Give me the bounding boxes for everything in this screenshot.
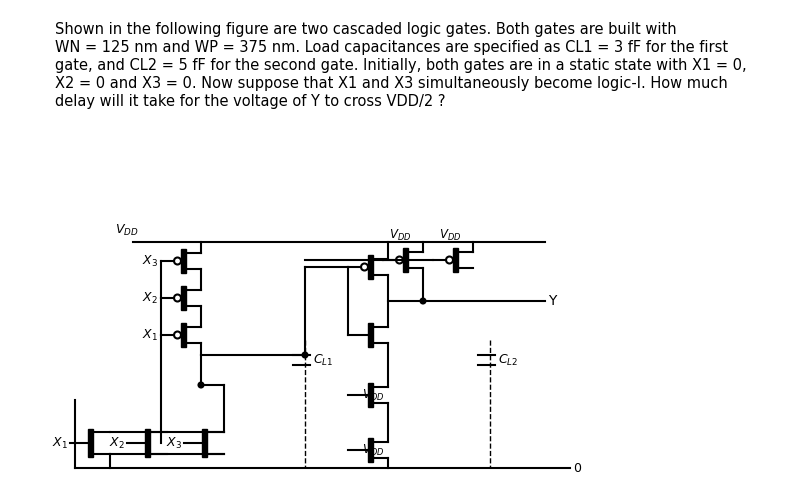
Bar [368,255,373,279]
Text: $X_1$: $X_1$ [143,327,158,343]
Text: 0: 0 [573,461,581,475]
Circle shape [420,298,425,304]
Bar [181,323,186,347]
Text: $X_3$: $X_3$ [142,253,158,269]
Bar [403,248,408,272]
Bar [181,249,186,273]
Text: Y: Y [548,294,556,308]
Text: delay will it take for the voltage of Y to cross VDD/2 ?: delay will it take for the voltage of Y … [55,94,446,109]
Text: $X_3$: $X_3$ [166,435,182,451]
Text: $V_{DD}$: $V_{DD}$ [115,223,139,238]
Bar [368,383,373,407]
Text: $V_{DD}$: $V_{DD}$ [362,388,384,402]
Text: WN = 125 nm and WP = 375 nm. Load capacitances are specified as CL1 = 3 fF for t: WN = 125 nm and WP = 375 nm. Load capaci… [55,40,728,55]
Text: $X_1$: $X_1$ [52,435,68,451]
Text: X2 = 0 and X3 = 0. Now suppose that X1 and X3 simultaneously become logic-I. How: X2 = 0 and X3 = 0. Now suppose that X1 a… [55,76,727,91]
Text: $C_{L2}$: $C_{L2}$ [498,352,518,368]
Bar [368,323,373,347]
Circle shape [198,382,203,388]
Bar [145,429,150,457]
Text: $V_{DD}$: $V_{DD}$ [439,228,461,243]
Text: gate, and CL2 = 5 fF for the second gate. Initially, both gates are in a static : gate, and CL2 = 5 fF for the second gate… [55,58,747,73]
Bar [368,438,373,462]
Text: $X_2$: $X_2$ [143,291,158,305]
Bar [88,429,93,457]
Text: $V_{DD}$: $V_{DD}$ [362,443,384,457]
Bar [202,429,207,457]
Text: Shown in the following figure are two cascaded logic gates. Both gates are built: Shown in the following figure are two ca… [55,22,676,37]
Circle shape [302,352,308,358]
Text: $X_2$: $X_2$ [109,435,125,451]
Bar [181,286,186,310]
Text: $V_{DD}$: $V_{DD}$ [389,228,411,243]
Bar [453,248,458,272]
Text: $C_{L1}$: $C_{L1}$ [313,352,334,368]
